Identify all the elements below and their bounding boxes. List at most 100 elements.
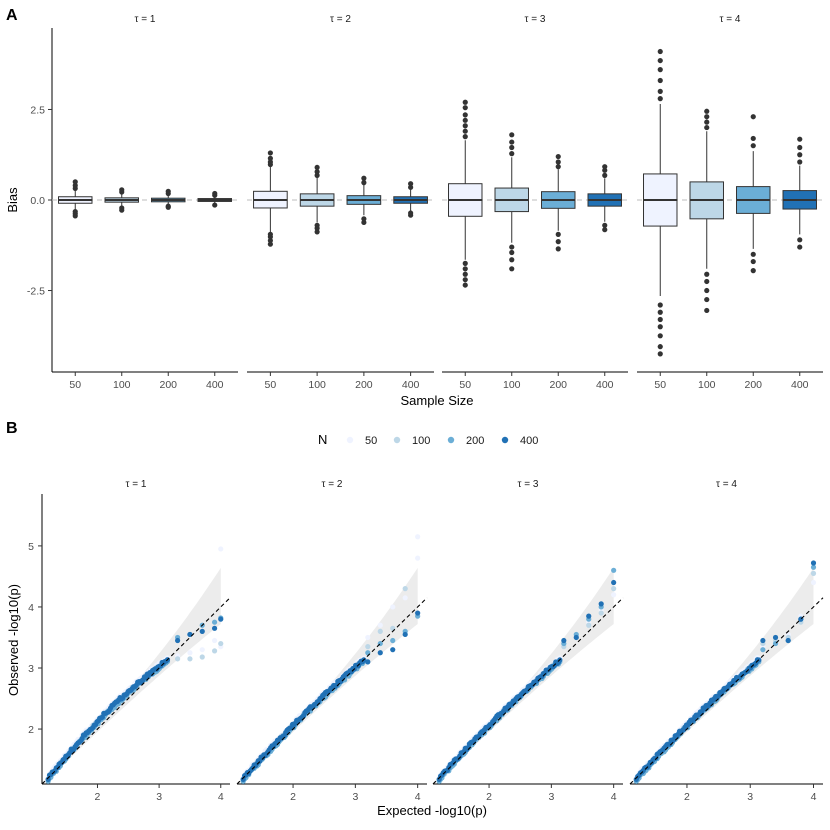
panel-b-label: B xyxy=(6,420,18,437)
outlier-point xyxy=(165,203,171,209)
x-tick-label: 4 xyxy=(811,791,817,803)
outlier-point xyxy=(267,150,273,156)
qq-point xyxy=(211,625,218,631)
outlier-point xyxy=(797,144,803,151)
outlier-point xyxy=(602,167,608,173)
outlier-point xyxy=(212,202,218,208)
qq-point xyxy=(377,650,383,656)
y-tick-label: 5 xyxy=(28,541,34,553)
outlier-point xyxy=(361,216,367,222)
qq-point xyxy=(586,622,592,628)
qq-point xyxy=(211,637,218,644)
qq-point xyxy=(390,604,396,610)
x-tick-label: 3 xyxy=(352,791,358,803)
qq-point xyxy=(218,640,224,647)
x-tick-label: 400 xyxy=(791,379,809,391)
outlier-point xyxy=(314,172,320,178)
x-axis-title: Expected -log10(p) xyxy=(377,803,487,818)
outlier-point xyxy=(462,266,468,272)
outlier-point xyxy=(462,99,468,105)
qq-point xyxy=(211,619,218,625)
outlier-point xyxy=(704,124,710,131)
x-tick-label: 50 xyxy=(265,379,277,391)
facet-strip-label: τ = 1 xyxy=(135,14,156,25)
x-tick-label: 400 xyxy=(402,379,420,391)
outlier-point xyxy=(509,151,515,157)
outlier-point xyxy=(657,324,663,330)
qq-point xyxy=(611,579,617,586)
qq-point xyxy=(561,637,567,644)
qq-point xyxy=(187,650,193,656)
qq-point xyxy=(218,546,224,552)
outlier-point xyxy=(750,258,756,265)
outlier-point xyxy=(462,105,468,111)
outlier-point xyxy=(750,114,756,120)
outlier-point xyxy=(509,257,515,263)
outlier-point xyxy=(462,112,468,118)
outlier-point xyxy=(797,237,803,243)
x-tick-label: 50 xyxy=(459,379,471,391)
outlier-point xyxy=(704,278,710,285)
outlier-point xyxy=(267,241,273,247)
qq-point xyxy=(175,656,181,662)
outlier-point xyxy=(555,153,561,160)
outlier-point xyxy=(314,229,320,235)
legend-label: 400 xyxy=(520,435,538,447)
x-tick-label: 2 xyxy=(290,791,296,803)
qq-point xyxy=(211,648,218,654)
qq-point xyxy=(402,631,408,638)
legend-swatch xyxy=(346,436,354,444)
outlier-point xyxy=(72,208,78,215)
qq-point xyxy=(402,586,408,592)
y-tick-label: 2.5 xyxy=(30,104,45,116)
legend-label: 100 xyxy=(412,435,430,447)
outlier-point xyxy=(314,169,320,175)
x-tick-label: 100 xyxy=(698,379,716,391)
outlier-point xyxy=(267,237,273,244)
facet-strip-label: τ = 1 xyxy=(126,479,147,490)
outlier-point xyxy=(797,244,803,250)
outlier-point xyxy=(509,244,515,250)
qq-point xyxy=(598,601,604,607)
outlier-point xyxy=(602,172,608,178)
outlier-point xyxy=(750,143,756,149)
outlier-point xyxy=(72,179,78,185)
outlier-point xyxy=(212,190,218,197)
outlier-point xyxy=(361,219,367,226)
qq-point xyxy=(611,567,617,573)
qq-point xyxy=(187,656,193,662)
qq-point xyxy=(573,634,579,641)
outlier-point xyxy=(361,180,367,186)
outlier-point xyxy=(602,164,608,170)
outlier-point xyxy=(750,268,756,274)
legend-title: N xyxy=(318,432,327,447)
legend-swatch xyxy=(501,436,509,444)
outlier-point xyxy=(408,181,414,187)
x-tick-label: 100 xyxy=(503,379,521,391)
outlier-point xyxy=(657,316,663,323)
outlier-point xyxy=(462,117,468,123)
qq-point xyxy=(199,654,205,660)
x-tick-label: 400 xyxy=(596,379,614,391)
qq-plot-chart: 2 3 4 5 Observed -log10(p) Expected -log10(p)… xyxy=(6,479,824,818)
x-tick-label: 50 xyxy=(69,379,81,391)
identity-reference-line xyxy=(629,597,824,785)
qq-point xyxy=(415,534,421,540)
outlier-point xyxy=(602,222,608,228)
outlier-point xyxy=(509,139,515,145)
qq-point xyxy=(810,579,817,586)
legend-label: 50 xyxy=(365,435,377,447)
outlier-point xyxy=(267,155,273,161)
x-tick-label: 4 xyxy=(218,791,224,803)
outlier-point xyxy=(797,152,803,158)
outlier-point xyxy=(704,119,710,125)
qq-point xyxy=(365,659,371,665)
qq-point xyxy=(611,586,617,592)
qq-point xyxy=(390,637,396,644)
qq-point xyxy=(218,616,224,622)
x-tick-label: 100 xyxy=(113,379,131,391)
facet-strip-label: τ = 4 xyxy=(716,479,737,490)
qq-point xyxy=(772,634,779,641)
outlier-point xyxy=(657,333,663,339)
